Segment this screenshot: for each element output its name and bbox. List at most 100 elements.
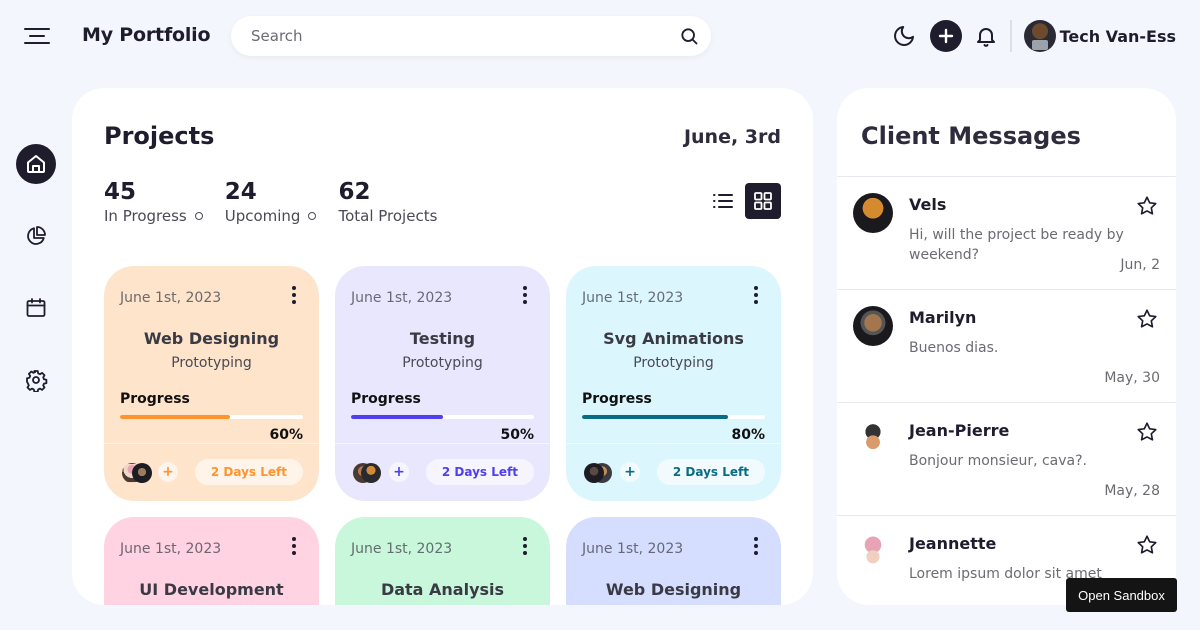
sidebar-item-analytics[interactable] bbox=[16, 216, 56, 256]
card-subtitle: Prototyping bbox=[633, 355, 714, 371]
star-icon[interactable] bbox=[1136, 308, 1158, 330]
grid-view-button[interactable] bbox=[745, 183, 781, 219]
sidebar-item-calendar[interactable] bbox=[16, 288, 56, 328]
gear-icon bbox=[26, 370, 48, 392]
star-icon[interactable] bbox=[1136, 195, 1158, 217]
stat-in-progress: 45 In Progress bbox=[104, 178, 203, 226]
message-item[interactable]: Jean-Pierre Bonjour monsieur, cava?. May… bbox=[837, 403, 1176, 516]
message-item[interactable]: Vels Hi, will the project be ready by we… bbox=[837, 177, 1176, 290]
progress-percent: 60% bbox=[269, 427, 303, 443]
search-input[interactable] bbox=[251, 16, 671, 56]
app-header: My Portfolio Tech Van-Ess bbox=[0, 0, 1200, 72]
progress-percent: 80% bbox=[731, 427, 765, 443]
more-options-icon[interactable] bbox=[518, 284, 532, 306]
message-item[interactable]: Marilyn Buenos dias. May, 30 bbox=[837, 290, 1176, 403]
add-participant-button[interactable]: + bbox=[620, 462, 640, 482]
message-text: Buenos dias. bbox=[909, 340, 999, 356]
search-icon[interactable] bbox=[679, 26, 699, 46]
card-subtitle: Prototyping bbox=[171, 355, 252, 371]
user-avatar[interactable] bbox=[1023, 20, 1056, 52]
list-view-button[interactable] bbox=[705, 183, 741, 219]
message-item[interactable]: Jeannette Lorem ipsum dolor sit amet bbox=[837, 516, 1176, 605]
sidebar-item-settings[interactable] bbox=[16, 360, 56, 400]
progress-label: Progress bbox=[120, 391, 190, 407]
more-options-icon[interactable] bbox=[287, 284, 301, 306]
more-options-icon[interactable] bbox=[287, 535, 301, 557]
card-divider bbox=[566, 443, 781, 444]
sidebar-item-home[interactable] bbox=[16, 144, 56, 184]
list-icon bbox=[713, 194, 733, 208]
open-sandbox-button[interactable]: Open Sandbox bbox=[1066, 578, 1177, 612]
messages-title: Client Messages bbox=[861, 122, 1081, 150]
participants bbox=[353, 463, 389, 483]
card-divider bbox=[104, 443, 319, 444]
card-title: Web Designing bbox=[143, 329, 280, 348]
bell-icon[interactable] bbox=[974, 24, 998, 48]
card-title: Web Designing bbox=[605, 580, 742, 599]
view-toggles bbox=[705, 183, 781, 219]
star-icon[interactable] bbox=[1136, 534, 1158, 556]
project-cards: June 1st, 2023 Web Designing Prototyping… bbox=[104, 266, 781, 605]
stat-label: Total Projects bbox=[338, 207, 438, 225]
project-card[interactable]: June 1st, 2023 Web Designing Prototyping… bbox=[104, 266, 319, 501]
message-text: Hi, will the project be ready by weekend… bbox=[909, 227, 1124, 263]
days-left-badge: 2 Days Left bbox=[194, 459, 303, 485]
home-icon bbox=[27, 155, 45, 173]
progress-bar bbox=[120, 415, 303, 419]
search-bar bbox=[231, 16, 711, 56]
add-button[interactable] bbox=[929, 20, 962, 52]
circle-icon bbox=[194, 212, 203, 220]
card-footer: + 2 Days Left bbox=[582, 459, 765, 485]
participants bbox=[122, 463, 158, 483]
user-name[interactable]: Tech Van-Ess bbox=[1059, 26, 1176, 46]
add-participant-button[interactable]: + bbox=[158, 462, 178, 482]
card-date: June 1st, 2023 bbox=[351, 290, 453, 306]
sidebar-nav bbox=[16, 144, 56, 432]
stat-total: 62 Total Projects bbox=[338, 178, 437, 226]
header-actions: Tech Van-Ess bbox=[892, 20, 1176, 52]
add-participant-button[interactable]: + bbox=[389, 462, 409, 482]
message-sender: Vels bbox=[909, 195, 947, 214]
progress-bar bbox=[582, 415, 765, 419]
moon-icon[interactable] bbox=[892, 24, 916, 48]
avatar bbox=[853, 193, 893, 233]
circle-icon bbox=[308, 212, 317, 220]
participant-avatar[interactable] bbox=[132, 463, 152, 483]
stat-upcoming: 24 Upcoming bbox=[225, 178, 317, 226]
message-date: Jun, 2 bbox=[1120, 257, 1160, 273]
project-card[interactable]: June 1st, 2023 Data Analysis bbox=[335, 517, 550, 605]
message-date: May, 28 bbox=[1104, 483, 1160, 499]
star-icon[interactable] bbox=[1136, 421, 1158, 443]
more-options-icon[interactable] bbox=[749, 284, 763, 306]
card-title: Testing bbox=[409, 329, 476, 348]
card-divider bbox=[335, 443, 550, 444]
project-card[interactable]: June 1st, 2023 UI Development bbox=[104, 517, 319, 605]
app-title: My Portfolio bbox=[82, 24, 211, 46]
project-card[interactable]: June 1st, 2023 Svg Animations Prototypin… bbox=[566, 266, 781, 501]
client-messages-panel: Client Messages Vels Hi, will the projec… bbox=[837, 88, 1176, 605]
progress-bar bbox=[351, 415, 534, 419]
card-footer: + 2 Days Left bbox=[120, 459, 303, 485]
card-date: June 1st, 2023 bbox=[120, 290, 222, 306]
messages-divider bbox=[837, 176, 1176, 177]
more-options-icon[interactable] bbox=[518, 535, 532, 557]
stat-label: In Progress bbox=[104, 207, 187, 225]
avatar bbox=[853, 419, 893, 459]
menu-icon[interactable] bbox=[24, 26, 50, 46]
progress-label: Progress bbox=[582, 391, 652, 407]
header-divider bbox=[1009, 20, 1012, 52]
progress-percent: 50% bbox=[500, 427, 534, 443]
more-options-icon[interactable] bbox=[749, 535, 763, 557]
card-date: June 1st, 2023 bbox=[120, 541, 222, 557]
message-date: May, 30 bbox=[1104, 370, 1160, 386]
plus-icon bbox=[938, 28, 953, 44]
project-card[interactable]: June 1st, 2023 Testing Prototyping Progr… bbox=[335, 266, 550, 501]
stat-value: 24 bbox=[224, 179, 257, 205]
projects-title: Projects bbox=[104, 122, 215, 150]
avatar bbox=[853, 306, 893, 346]
participant-avatar[interactable] bbox=[584, 463, 604, 483]
participant-avatar[interactable] bbox=[361, 463, 381, 483]
message-sender: Jean-Pierre bbox=[909, 421, 1010, 440]
project-card[interactable]: June 1st, 2023 Web Designing bbox=[566, 517, 781, 605]
days-left-badge: 2 Days Left bbox=[656, 459, 765, 485]
